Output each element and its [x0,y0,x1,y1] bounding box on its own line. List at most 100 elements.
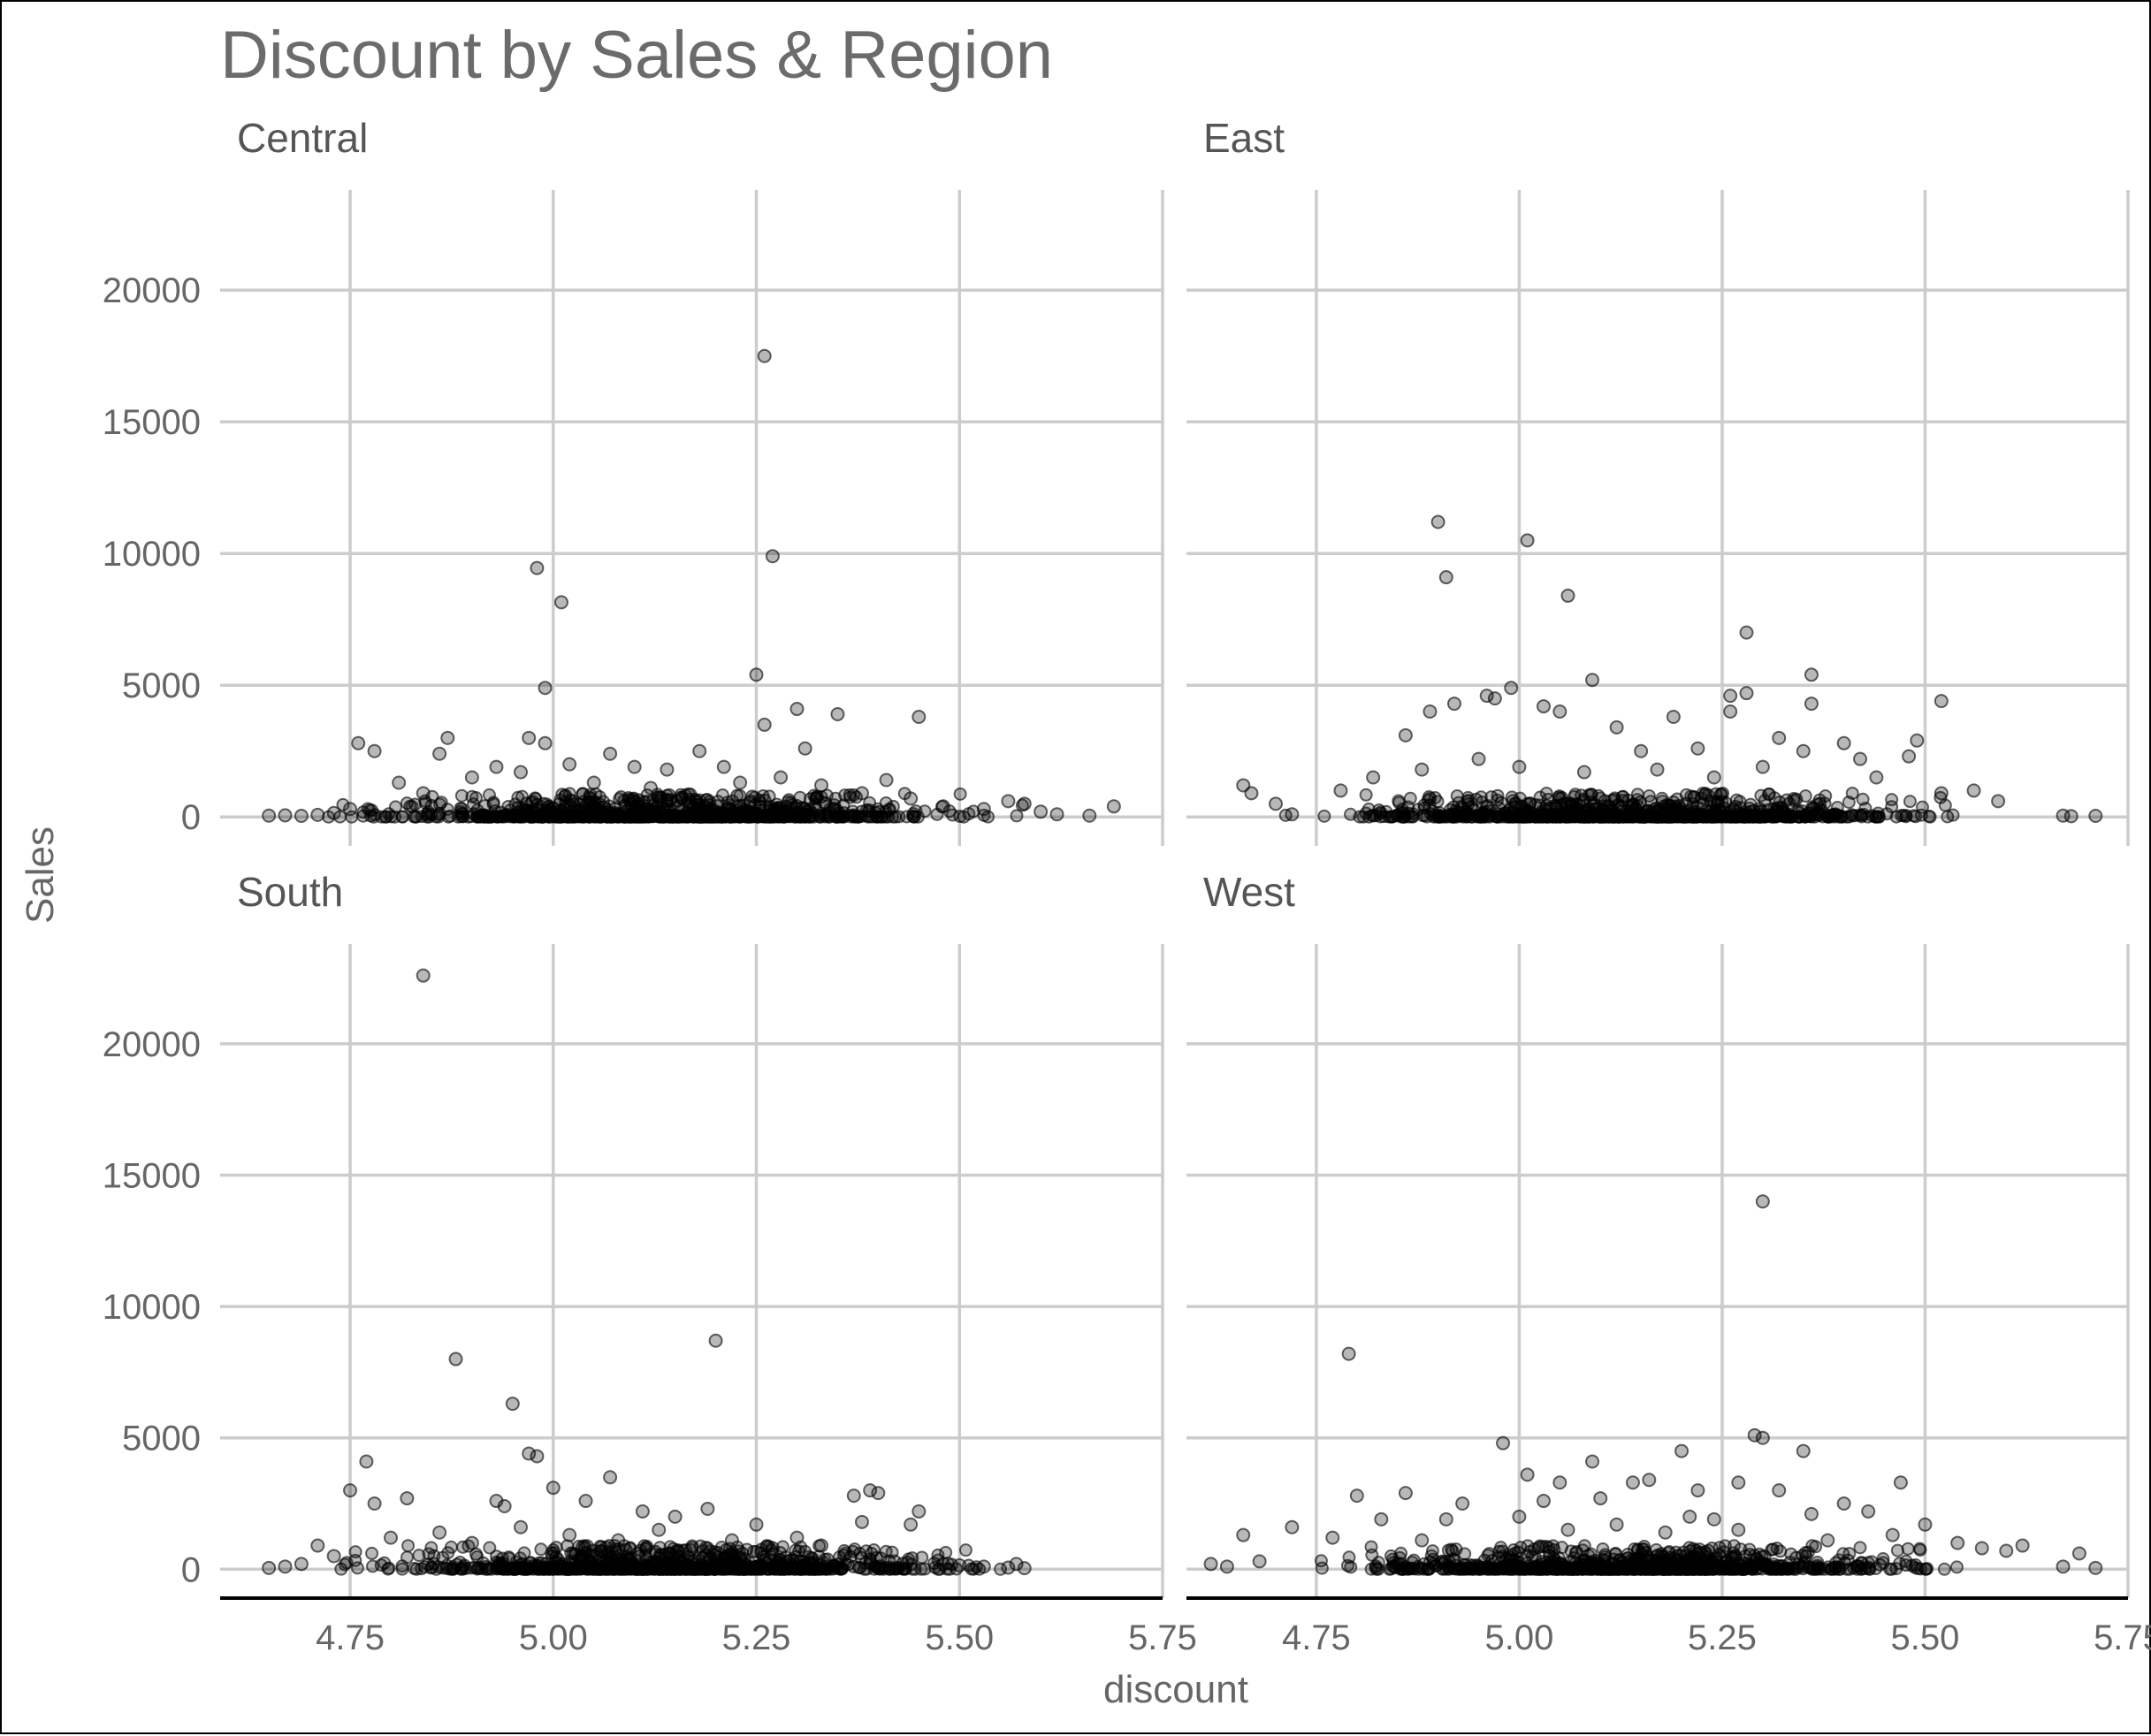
data-point [1049,807,1064,822]
data-point [1415,762,1430,777]
data-point [1471,751,1486,766]
data-point [683,788,698,802]
data-point [530,560,545,575]
data-point [1786,1562,1800,1576]
data-point [1910,733,1925,748]
data-point [1560,1522,1575,1537]
data-point [365,1546,379,1560]
strip-label-west: West [1203,869,1295,915]
data-point [395,1562,409,1576]
data-point [1863,1562,1877,1576]
data-point [530,810,545,824]
data-point [1659,810,1673,824]
data-point [1576,765,1591,780]
data-point [416,968,431,983]
y-tick-label: 5000 [122,1420,201,1458]
data-point [1913,1543,1927,1557]
data-point [1796,1443,1811,1458]
data-point [976,1559,991,1574]
data-point [976,802,991,817]
data-point [915,1550,929,1565]
data-point [454,788,469,803]
data-point [1001,794,1016,809]
data-point [482,788,496,802]
data-point [489,759,504,774]
data-point [1630,793,1644,807]
data-point [765,1541,780,1556]
data-point [310,1538,325,1553]
data-point [1701,809,1715,823]
data-point [1723,704,1738,720]
data-point [1820,1533,1835,1548]
data-point [788,810,802,824]
data-point [464,770,479,785]
data-point [1742,810,1756,824]
data-point [1934,694,1949,709]
data-point [774,770,789,785]
data-point [278,1559,293,1574]
y-tick-label: 15000 [103,403,201,442]
data-point [481,810,495,824]
data-point [1585,673,1600,688]
data-point [1991,794,2006,809]
data-point [644,780,659,796]
data-point [367,1496,382,1511]
data-point [1402,1562,1416,1576]
data-point [846,1489,861,1504]
x-tick-label: 4.75 [316,1618,385,1657]
data-point [733,775,748,790]
data-point [709,810,723,824]
data-point [516,1562,530,1576]
data-point [814,1538,829,1553]
data-point [1374,1511,1389,1527]
data-point [887,1554,902,1569]
data-point [586,1562,600,1576]
data-point [611,1533,626,1548]
x-tick-label: 5.25 [1688,1618,1757,1657]
data-point [1325,1530,1340,1545]
data-point [1415,1533,1430,1548]
x-tick-label: 4.75 [1282,1618,1351,1657]
data-point [1520,533,1535,548]
data-point [1755,1194,1770,1209]
data-point [1512,759,1527,774]
data-point [1438,570,1453,585]
data-point [1421,793,1435,807]
data-point [660,794,675,808]
data-point [1754,788,1768,803]
data-point [617,806,631,820]
data-point [749,667,764,682]
data-point [470,1549,484,1564]
data-point [1937,1562,1951,1576]
data-point [422,1547,436,1561]
data-point [696,810,710,824]
data-point [1727,809,1741,823]
data-point [1727,1539,1741,1553]
data-point [1899,810,1913,824]
data-point [534,1542,548,1557]
x-tick-label: 5.50 [1891,1618,1960,1657]
x-tick-label: 5.00 [519,1618,588,1657]
data-point [629,800,643,814]
data-point [1658,1525,1673,1540]
data-point [900,1555,914,1569]
data-point [672,1562,686,1576]
data-point [1751,1557,1766,1571]
data-point [1445,1544,1460,1558]
data-point [751,809,766,823]
data-point [952,1557,967,1572]
data-point [1919,1562,1934,1576]
data-point [1615,1559,1629,1573]
data-point [1666,709,1681,724]
data-point [660,762,675,777]
data-point [1455,1496,1470,1511]
facet-panels: Central 0 5000 10000 15000 20000 East South 0 500… [103,115,2151,1657]
data-point [879,773,894,788]
data-point [831,1561,845,1575]
data-point [1731,1522,1746,1537]
data-point [401,1539,416,1553]
data-point [797,741,812,756]
data-point [1674,1443,1690,1458]
panel-south: South 0 5000 10000 15000 20000 4.75 5.00 5.25 5.5… [103,869,1197,1657]
data-point [432,1525,447,1540]
